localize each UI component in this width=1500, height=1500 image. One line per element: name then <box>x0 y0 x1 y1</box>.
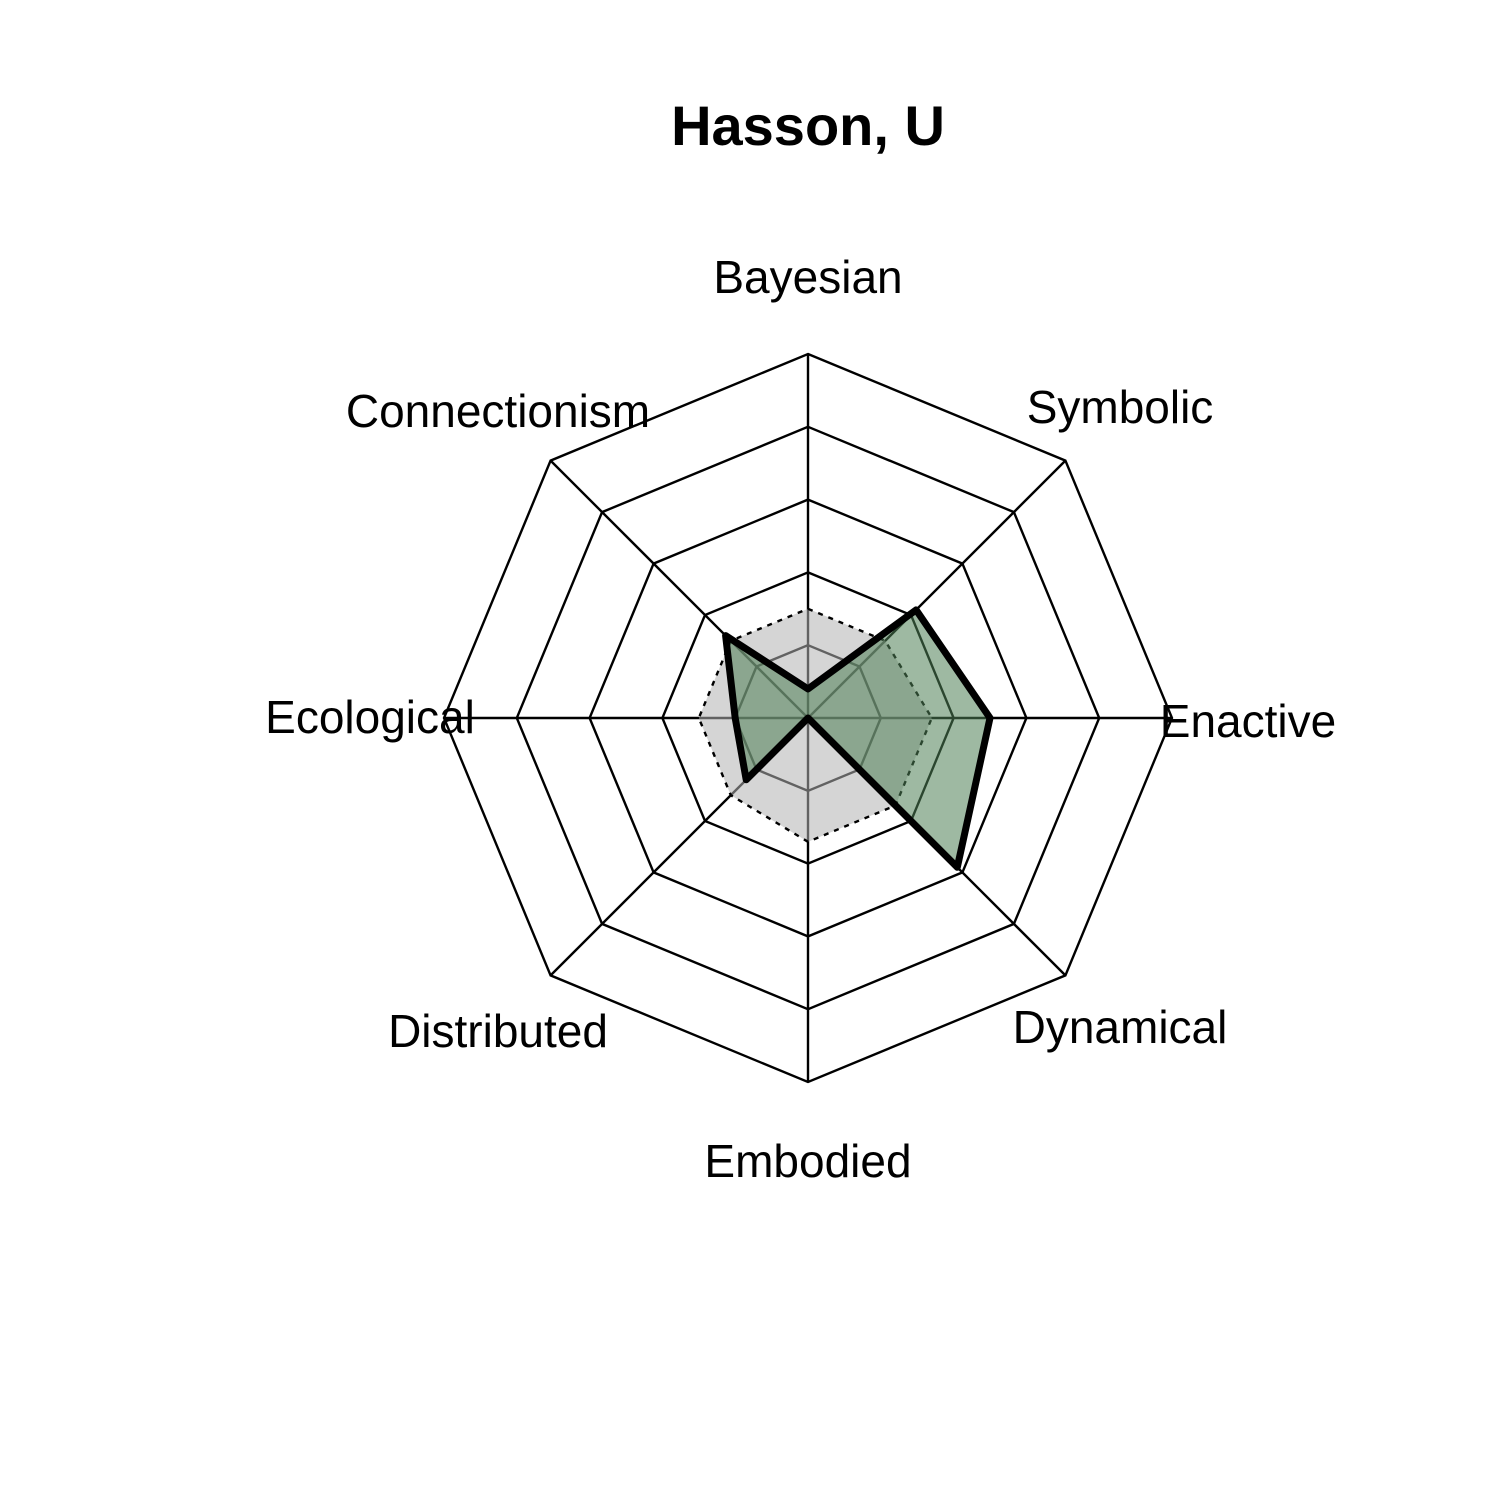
axis-label-embodied: Embodied <box>704 1135 911 1187</box>
main-series-polygon <box>722 606 994 871</box>
axis-label-symbolic: Symbolic <box>1027 381 1214 433</box>
chart-title: Hasson, U <box>671 94 945 157</box>
axis-labels: Bayesian Symbolic Enactive Dynamical Embodie… <box>265 251 1336 1187</box>
axis-label-dynamical: Dynamical <box>1013 1001 1228 1053</box>
axis-label-enactive: Enactive <box>1160 695 1336 747</box>
axis-label-bayesian: Bayesian <box>713 251 902 303</box>
axis-label-ecological: Ecological <box>265 691 475 743</box>
axis-label-connectionism: Connectionism <box>346 385 650 437</box>
radar-series <box>697 606 994 871</box>
axis-label-distributed: Distributed <box>388 1005 608 1057</box>
